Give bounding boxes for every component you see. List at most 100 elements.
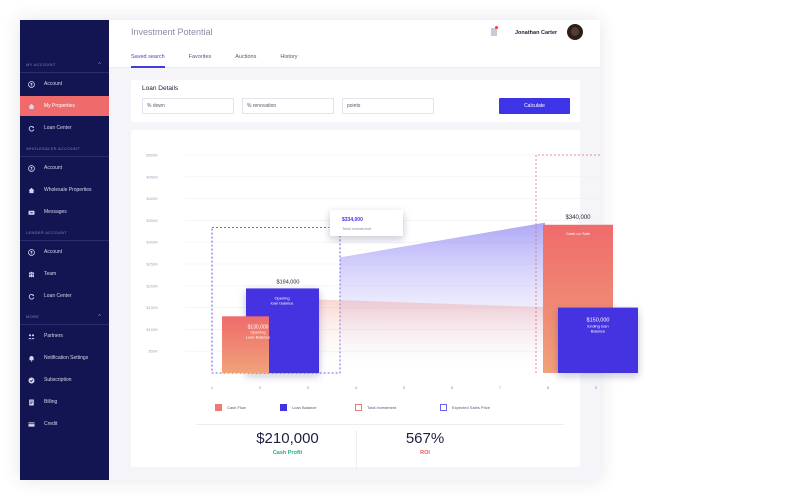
sidebar-item-wholesale-properties[interactable]: Wholesale Properties <box>20 180 109 200</box>
tooltip-label: Total Investment <box>342 226 372 231</box>
legend-label: Loan Balance <box>292 404 317 410</box>
loan-details-title: Loan Details <box>142 85 179 92</box>
legend-loan-balance: Loan Balance <box>280 403 316 411</box>
user-icon <box>27 248 35 256</box>
y-tick-label: $300K <box>146 240 158 245</box>
billing-icon <box>27 398 35 406</box>
cash-profit-label: Cash Profit <box>272 450 303 456</box>
bar-sub-label: Opening <box>250 329 265 334</box>
sidebar-item-notification-settings[interactable]: Notification Settings <box>20 348 109 368</box>
credit-card-icon <box>27 420 35 428</box>
bar-value-label: $340,000 <box>565 215 591 221</box>
sidebar-item-label: Subscription <box>44 377 72 383</box>
tab-favorites[interactable]: Favorites <box>188 54 212 60</box>
summary-vertical-divider <box>356 430 357 470</box>
bar-sub-label: Cash on Sale <box>566 231 591 236</box>
bar-sub-label: Balance <box>591 329 606 334</box>
tab-history[interactable]: History <box>280 54 298 60</box>
refresh-icon <box>27 292 35 300</box>
sidebar-item-label: Team <box>44 271 57 277</box>
username[interactable]: Jonathan Carter <box>515 30 558 36</box>
sidebar-item-loan-center[interactable]: Loan Center <box>20 286 109 306</box>
tooltip-box <box>330 210 403 236</box>
legend-label: Total Investment <box>367 404 397 410</box>
x-tick-label: 6 <box>451 385 454 390</box>
summary-divider <box>196 424 564 425</box>
bar-value-label: $130,000 <box>248 324 269 330</box>
legend-total-investment: Total Investment <box>355 403 396 411</box>
sidebar-item-account[interactable]: Account <box>20 74 109 94</box>
chevron-up-icon[interactable]: ^ <box>98 62 101 68</box>
down-payment-field[interactable]: % down <box>142 98 234 114</box>
y-tick-label: $200K <box>146 283 158 288</box>
loan-details-card: Loan Details % down % renovation points … <box>131 80 580 122</box>
expected-sales-swatch <box>440 403 447 411</box>
avatar[interactable] <box>567 24 583 40</box>
section-title: MY ACCOUNT <box>26 62 56 67</box>
cash-flow-swatch <box>215 403 222 411</box>
sidebar-item-label: Loan Center <box>44 293 72 299</box>
roi-label: ROI <box>420 450 430 456</box>
roi-value: 567% <box>405 430 445 447</box>
y-tick-label: $50K <box>149 349 159 354</box>
x-tick-label: 3 <box>307 385 310 390</box>
sidebar-section-header[interactable]: LENDER ACCOUNT <box>20 226 109 240</box>
user-icon <box>27 164 35 172</box>
sidebar-item-loan-center[interactable]: Loan Center <box>20 118 109 138</box>
y-tick-label: $400K <box>146 196 158 201</box>
legend-label: Expected Sales Price <box>452 404 491 410</box>
notification-icon[interactable] <box>491 28 497 36</box>
tab-auctions[interactable]: Auctions <box>235 54 257 60</box>
active-tab-indicator <box>131 66 165 68</box>
x-tick-label: 7 <box>499 385 502 390</box>
calculate-button[interactable]: Calculate <box>499 98 570 114</box>
legend-cash-flow: Cash Flow <box>215 403 246 411</box>
tab-saved-search[interactable]: Saved search <box>131 54 165 60</box>
sidebar-section-header[interactable]: WHOLESALER ACCOUNT <box>20 142 109 156</box>
sidebar-item-my-properties[interactable]: My Properties <box>20 96 109 116</box>
sidebar-item-partners[interactable]: Partners <box>20 326 109 346</box>
sidebar-item-label: Notification Settings <box>44 355 89 361</box>
bar-value-label: $194,000 <box>277 279 300 285</box>
tabs: Saved search Favorites Auctions History <box>131 54 322 60</box>
x-tick-label: 5 <box>403 385 406 390</box>
chevron-up-icon[interactable]: ^ <box>98 314 101 320</box>
y-tick-label: $250K <box>146 262 158 267</box>
points-field[interactable]: points <box>342 98 434 114</box>
sidebar-item-team[interactable]: Team <box>20 264 109 284</box>
tooltip-value: $334,000 <box>342 217 363 223</box>
section-divider <box>20 324 109 325</box>
sidebar: MY ACCOUNT ^ Account My Properties Loan Cent… <box>20 20 109 480</box>
y-tick-label: $350K <box>146 218 158 223</box>
expected-sales-outline <box>535 154 600 373</box>
legend-expected-sales: Expected Sales Price <box>440 403 490 411</box>
section-divider <box>20 156 109 157</box>
sidebar-item-label: Credit <box>44 421 58 427</box>
bar-sub-label: Ending loan <box>587 324 608 329</box>
home-icon <box>27 186 35 194</box>
sidebar-section-header[interactable]: MORE ^ <box>20 310 109 324</box>
sidebar-item-credit[interactable]: Credit <box>20 414 109 434</box>
sidebar-item-account[interactable]: Account <box>20 242 109 262</box>
check-circle-icon <box>27 376 35 384</box>
bar-sub-label: Loan Balance <box>246 334 271 339</box>
section-title: MORE <box>26 314 40 319</box>
x-tick-label: 8 <box>547 385 550 390</box>
sidebar-item-account[interactable]: Account <box>20 158 109 178</box>
sidebar-item-label: Billing <box>44 399 58 405</box>
sidebar-section-header[interactable]: MY ACCOUNT ^ <box>20 58 109 72</box>
bar-value-label: $150,000 <box>587 318 610 324</box>
sidebar-item-label: Account <box>44 81 63 87</box>
sidebar-item-messages[interactable]: Messages <box>20 202 109 222</box>
x-tick-label: 2 <box>259 385 262 390</box>
sidebar-item-label: Account <box>44 165 63 171</box>
section-divider <box>20 240 109 241</box>
bar-cash-flow <box>222 316 269 373</box>
refresh-icon <box>27 124 35 132</box>
sidebar-item-billing[interactable]: Billing <box>20 392 109 412</box>
page-title: Investment Potential <box>131 27 213 37</box>
section-divider <box>20 72 109 73</box>
sidebar-item-subscription[interactable]: Subscription <box>20 370 109 390</box>
renovation-field[interactable]: % renovation <box>242 98 334 114</box>
